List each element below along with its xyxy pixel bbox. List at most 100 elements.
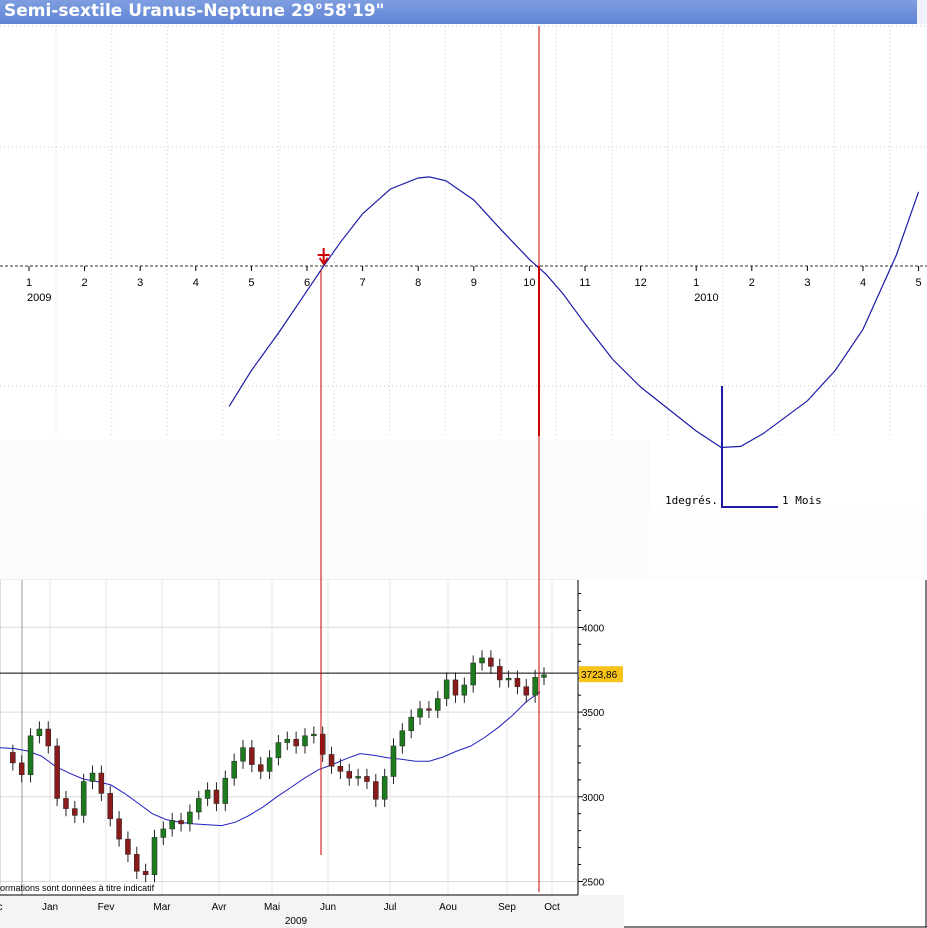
candle-body xyxy=(266,757,273,772)
y-tick-label: 3500 xyxy=(582,708,605,719)
x-axis-title: 2009 xyxy=(285,916,308,927)
candle-body xyxy=(426,708,432,711)
year-label: 2009 xyxy=(27,292,51,304)
x-tick-label: Jun xyxy=(320,902,336,913)
candle-body xyxy=(319,733,326,755)
candle-body xyxy=(532,677,538,696)
candle-body xyxy=(302,735,308,747)
y-tick-label: 3000 xyxy=(582,793,605,804)
candle-body xyxy=(98,772,105,794)
candle-body xyxy=(72,808,78,816)
x-tick-label: Oct xyxy=(544,902,560,913)
candle-body xyxy=(505,677,512,681)
y-tick-label: 4000 xyxy=(582,623,605,634)
candle-body xyxy=(328,754,335,767)
x-tick-label: 11 xyxy=(579,277,590,289)
x-tick-label: 5 xyxy=(916,277,922,289)
candle-body xyxy=(541,674,547,678)
year-label: 2010 xyxy=(694,292,718,304)
candle-body xyxy=(346,771,352,779)
candle-body xyxy=(151,837,158,875)
x-tick-label: Fev xyxy=(98,902,115,913)
candle-body xyxy=(213,789,220,804)
candle-body xyxy=(390,745,397,777)
candle-body xyxy=(231,760,237,779)
candle-body xyxy=(204,789,211,799)
candle-body xyxy=(443,679,450,699)
candle-body xyxy=(196,798,202,813)
candle-body xyxy=(364,776,370,782)
candle-body xyxy=(496,666,503,681)
x-tick-label: 4 xyxy=(860,277,866,289)
blank-area xyxy=(0,440,650,580)
last-value-badge xyxy=(579,666,623,683)
candle-body xyxy=(18,762,25,776)
title-bar: Semi-sextile Uranus-Neptune 29°58'19" xyxy=(0,0,927,24)
stock-plot-area xyxy=(0,580,578,895)
scale-label-degrees: 1degrés. xyxy=(665,494,718,507)
x-tick-label: 4 xyxy=(193,277,199,289)
x-tick-label: 3 xyxy=(804,277,810,289)
candle-body xyxy=(169,820,175,830)
candle-body xyxy=(27,735,34,776)
candle-body xyxy=(63,798,69,809)
x-tick-label: 1 xyxy=(693,277,699,289)
candle-body xyxy=(373,781,379,800)
x-tick-label: Jul xyxy=(384,902,397,913)
candle-body xyxy=(523,686,530,696)
x-tick-label: Jan xyxy=(42,902,58,913)
candle-body xyxy=(178,820,184,825)
x-tick-label: Sep xyxy=(498,902,516,913)
candle-body xyxy=(479,657,485,664)
window-title: Semi-sextile Uranus-Neptune 29°58'19" xyxy=(4,1,385,21)
x-tick-label: 3 xyxy=(137,277,143,289)
x-tick-label: 1 xyxy=(26,277,32,289)
candle-body xyxy=(160,828,167,838)
candle-body xyxy=(311,733,317,737)
candle-body xyxy=(45,728,52,747)
candle-body xyxy=(514,677,521,687)
candle-body xyxy=(408,716,414,731)
candle-body xyxy=(187,811,193,825)
y-tick-label: 2500 xyxy=(582,877,605,888)
x-tick-label: 5 xyxy=(248,277,254,289)
x-tick-label: Mai xyxy=(264,902,280,913)
candle-body xyxy=(249,747,255,765)
candle-body xyxy=(36,728,43,737)
candle-body xyxy=(461,684,468,696)
x-tick-label: Aou xyxy=(439,902,457,913)
y-axis-area xyxy=(578,580,624,928)
candle-body xyxy=(355,776,361,779)
candle-body xyxy=(293,738,299,747)
x-tick-label: 2 xyxy=(82,277,88,289)
x-tick-label: 8 xyxy=(415,277,421,289)
candle-body xyxy=(125,838,131,855)
candle-body xyxy=(381,776,388,800)
candle-body xyxy=(142,871,149,875)
x-axis-area xyxy=(0,895,624,928)
candle-body xyxy=(470,662,476,686)
candle-body xyxy=(240,747,246,762)
candle-body xyxy=(435,698,441,711)
x-tick-label: c xyxy=(0,902,3,913)
candle-body xyxy=(10,752,16,764)
candle-body xyxy=(80,781,87,816)
candle-body xyxy=(257,764,264,772)
candle-body xyxy=(417,708,423,718)
candle-body xyxy=(54,745,60,799)
x-tick-label: 10 xyxy=(523,277,535,289)
red-arrow-marker xyxy=(317,248,330,266)
candle-body xyxy=(89,772,96,782)
disclaimer-note: ormations sont données à titre indicatif xyxy=(0,883,155,893)
candle-body xyxy=(134,854,140,872)
x-tick-label: Mar xyxy=(153,902,171,913)
x-tick-label: 9 xyxy=(471,277,477,289)
candle-body xyxy=(337,766,344,772)
last-value-label: 3723,86 xyxy=(581,670,618,681)
x-tick-label: 12 xyxy=(634,277,646,289)
window-control[interactable] xyxy=(917,0,927,24)
x-tick-label: Avr xyxy=(212,902,227,913)
candle-body xyxy=(222,777,229,804)
candle-body xyxy=(275,742,282,759)
